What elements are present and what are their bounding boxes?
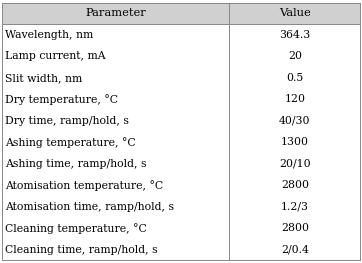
Bar: [2, 45, 360, 67]
Text: 20: 20: [288, 51, 302, 61]
Bar: [2, 196, 360, 218]
Text: Dry temperature, °C: Dry temperature, °C: [5, 94, 118, 105]
Text: 2800: 2800: [281, 223, 309, 233]
Bar: [2, 174, 360, 196]
Text: 1.2/3: 1.2/3: [281, 202, 309, 212]
Bar: [2, 153, 360, 174]
Bar: [2, 110, 360, 132]
Text: 364.3: 364.3: [279, 30, 310, 40]
Text: Lamp current, mA: Lamp current, mA: [5, 51, 105, 61]
Text: 120: 120: [284, 94, 305, 104]
Text: Cleaning temperature, °C: Cleaning temperature, °C: [5, 223, 147, 234]
Text: Dry time, ramp/hold, s: Dry time, ramp/hold, s: [5, 116, 129, 126]
Text: Parameter: Parameter: [85, 8, 146, 18]
Text: 20/10: 20/10: [279, 159, 311, 169]
Text: Wavelength, nm: Wavelength, nm: [5, 30, 93, 40]
Text: Ashing temperature, °C: Ashing temperature, °C: [5, 137, 135, 148]
Bar: [2, 24, 360, 45]
Text: 40/30: 40/30: [279, 116, 311, 126]
Text: Value: Value: [279, 8, 311, 18]
Text: 1300: 1300: [281, 137, 309, 147]
Text: Slit width, nm: Slit width, nm: [5, 73, 82, 83]
Text: Ashing time, ramp/hold, s: Ashing time, ramp/hold, s: [5, 159, 146, 169]
Text: Atomisation temperature, °C: Atomisation temperature, °C: [5, 180, 163, 191]
Bar: [2, 67, 360, 89]
Text: 2800: 2800: [281, 180, 309, 190]
Bar: [2, 239, 360, 260]
Text: Atomisation time, ramp/hold, s: Atomisation time, ramp/hold, s: [5, 202, 174, 212]
Bar: [2, 218, 360, 239]
Text: 0.5: 0.5: [286, 73, 303, 83]
Text: 2/0.4: 2/0.4: [281, 245, 309, 255]
Bar: [2, 3, 360, 24]
Bar: [2, 89, 360, 110]
Text: Cleaning time, ramp/hold, s: Cleaning time, ramp/hold, s: [5, 245, 157, 255]
Bar: [2, 132, 360, 153]
